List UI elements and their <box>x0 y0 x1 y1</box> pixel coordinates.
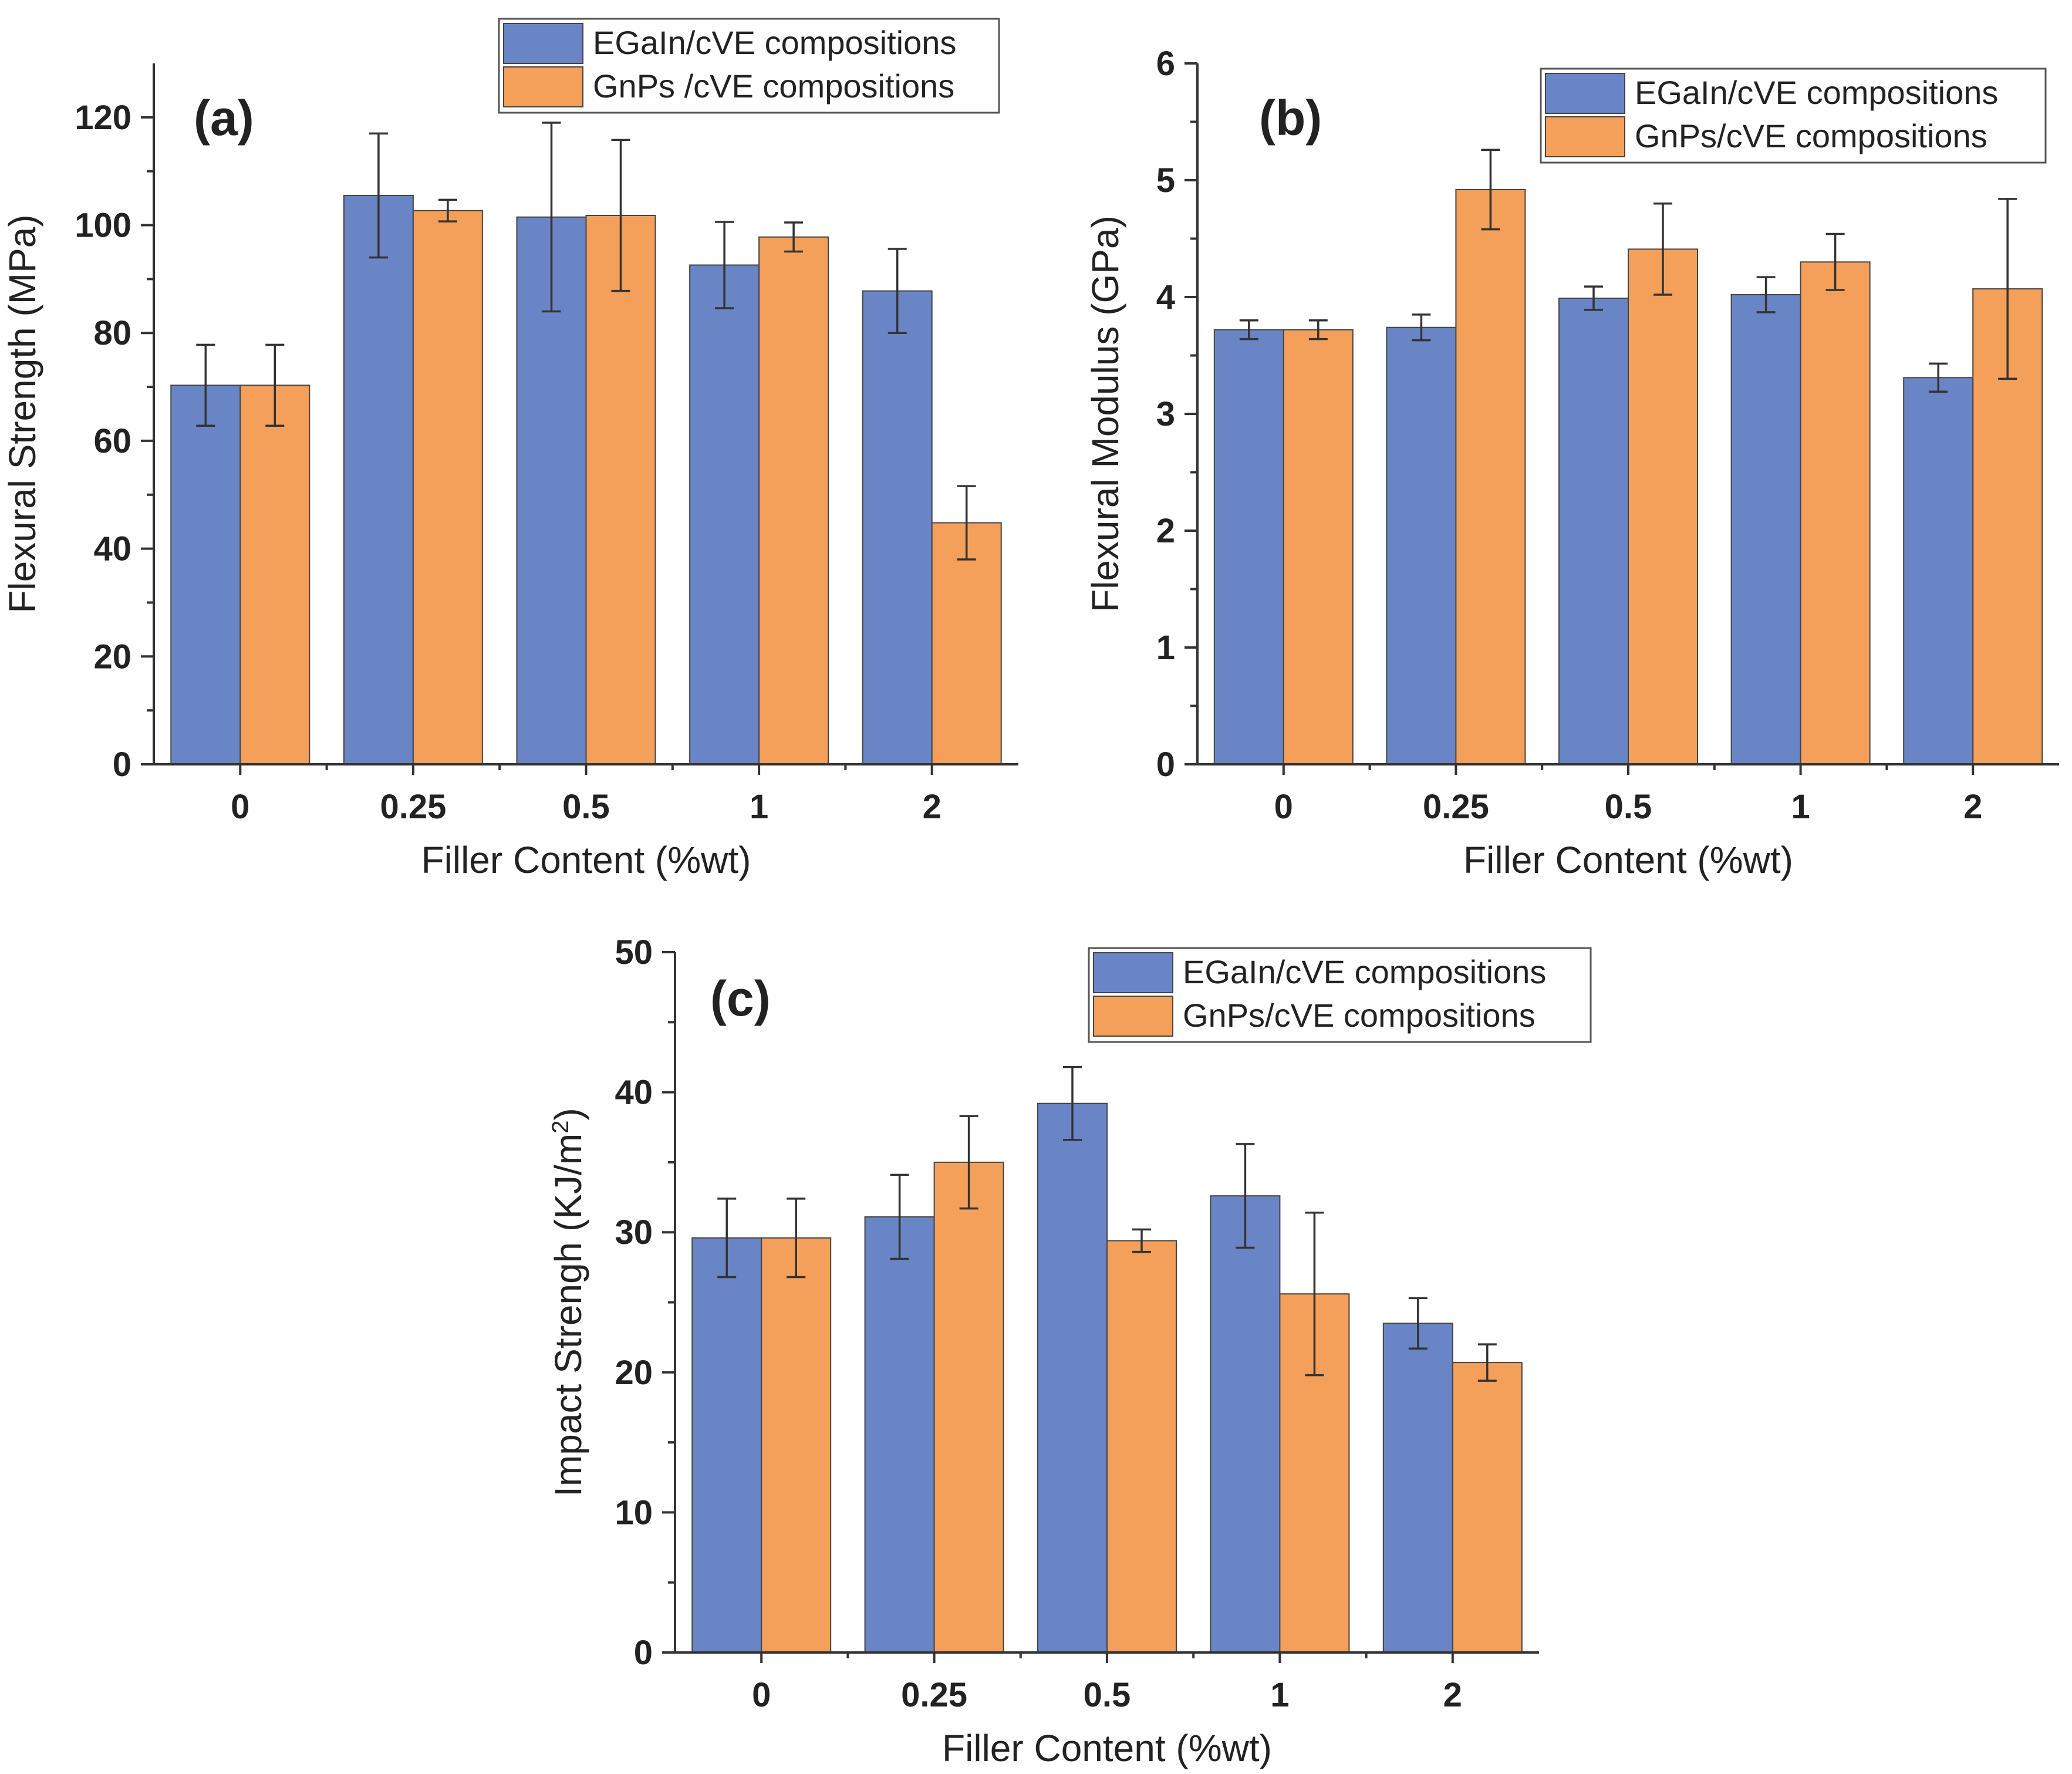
y-tick-label: 60 <box>93 422 131 460</box>
chart-panel-1: 0 20 40 60 80 100 120 0 0.25 0.5 1 2 Filler Content … <box>1 18 1018 881</box>
legend-swatch-2 <box>503 66 583 107</box>
y-tick-label: 2 <box>1156 512 1175 550</box>
legend-swatch-1 <box>503 23 583 64</box>
bar-2-1 <box>1800 261 1871 765</box>
legend-label-2: GnPs /cVE compositions <box>593 68 954 104</box>
legend-label-2: GnPs/cVE compositions <box>1183 997 1536 1034</box>
panel-label: (b) <box>1259 90 1322 146</box>
y-tick-label: 6 <box>1156 45 1175 83</box>
bar-2-0.5 <box>1106 1240 1177 1654</box>
legend-swatch-1 <box>1093 952 1173 993</box>
x-tick-label: 0 <box>752 1676 771 1714</box>
x-tick-label: 0 <box>231 788 249 826</box>
x-axis-label: Filler Content (%wt) <box>1463 839 1793 881</box>
legend: EGaIn/cVE compositions GnPs/cVE compositi… <box>1540 68 2047 164</box>
legend-swatch-2 <box>1093 996 1173 1037</box>
y-tick-label: 100 <box>75 207 131 245</box>
x-tick-label: 1 <box>1270 1676 1289 1714</box>
y-tick-label: 1 <box>1156 629 1175 667</box>
y-tick-label: 3 <box>1156 395 1175 433</box>
y-tick-label: 120 <box>75 99 131 137</box>
y-tick-label: 4 <box>1156 278 1175 316</box>
x-tick-label: 0.5 <box>562 788 610 826</box>
chart-panel-2: 0 1 2 3 4 5 6 0 0.25 0.5 1 2 Filler Content (%wt) Fle… <box>1084 45 2059 881</box>
y-tick-label: 0 <box>113 746 131 784</box>
bar-1-0 <box>691 1237 762 1653</box>
bar-1-1 <box>689 264 760 765</box>
bar-2-0 <box>239 385 311 765</box>
bar-2-0.25 <box>1455 188 1526 765</box>
bar-1-1 <box>1210 1195 1281 1653</box>
bar-1-0.5 <box>1037 1102 1108 1653</box>
y-axis-label: Flexural Modulus (GPa) <box>1084 215 1126 612</box>
y-tick-label: 40 <box>615 1074 653 1112</box>
legend-label-1: EGaIn/cVE compositions <box>593 24 956 61</box>
x-tick-label: 2 <box>1963 788 1982 826</box>
x-tick-label: 0.25 <box>1423 788 1489 826</box>
bar-2-0 <box>761 1237 832 1653</box>
bar-2-0.5 <box>1628 248 1698 765</box>
bar-1-2 <box>1382 1323 1453 1654</box>
bar-1-2 <box>1903 377 1974 765</box>
y-tick-label: 10 <box>615 1493 653 1532</box>
y-axis-label: Flexural Strength (MPa) <box>1 214 43 613</box>
x-tick-label: 0.25 <box>901 1676 967 1714</box>
bar-2-1 <box>758 236 829 765</box>
bar-1-0 <box>1213 329 1284 765</box>
bar-1-2 <box>862 290 933 765</box>
y-tick-label: 20 <box>93 638 131 676</box>
bar-1-1 <box>1730 294 1801 765</box>
y-tick-label: 50 <box>615 933 653 972</box>
x-tick-label: 1 <box>750 788 768 826</box>
legend-label-1: EGaIn/cVE compositions <box>1183 953 1546 990</box>
y-tick-label: 30 <box>615 1213 653 1252</box>
bar-2-0.25 <box>412 210 483 765</box>
x-tick-label: 0.25 <box>380 788 446 826</box>
y-tick-label: 0 <box>1156 746 1175 784</box>
bar-2-2 <box>1452 1362 1523 1653</box>
bar-2-0 <box>1283 329 1354 765</box>
bar-2-2 <box>931 522 1002 765</box>
x-tick-label: 2 <box>1443 1676 1462 1714</box>
y-tick-label: 40 <box>93 530 131 568</box>
x-tick-label: 0.5 <box>1605 788 1652 826</box>
y-tick-label: 20 <box>615 1354 653 1392</box>
legend: EGaIn/cVE compositions GnPs/cVE compositi… <box>1088 947 1592 1043</box>
panel-label: (a) <box>194 90 254 146</box>
legend: EGaIn/cVE compositions GnPs /cVE composit… <box>498 18 1000 114</box>
legend-label-2: GnPs/cVE compositions <box>1635 117 1987 154</box>
bar-2-0.25 <box>933 1161 1004 1653</box>
bar-1-0.25 <box>1386 326 1457 765</box>
x-tick-label: 0 <box>1274 788 1293 826</box>
legend-swatch-2 <box>1545 116 1625 157</box>
x-tick-label: 0.5 <box>1084 1676 1131 1714</box>
bar-1-0.5 <box>1558 297 1629 765</box>
chart-panel-3: 0 10 20 30 40 50 0 0.25 0.5 1 2 Filler Content (%wt… <box>547 933 1592 1769</box>
x-tick-label: 1 <box>1791 788 1810 826</box>
x-tick-label: 2 <box>923 788 941 826</box>
y-tick-label: 80 <box>93 314 131 352</box>
bar-1-0.25 <box>343 195 414 765</box>
bar-1-0.25 <box>864 1216 935 1654</box>
bar-1-0 <box>170 385 241 765</box>
y-axis-label: Impact Strengh (KJ/m2) <box>547 1108 589 1496</box>
x-axis-label: Filler Content (%wt) <box>942 1727 1272 1769</box>
x-axis-label: Filler Content (%wt) <box>421 839 751 881</box>
legend-swatch-1 <box>1545 73 1625 114</box>
y-tick-label: 0 <box>634 1634 653 1672</box>
bar-2-0.5 <box>585 215 656 765</box>
legend-label-1: EGaIn/cVE compositions <box>1635 74 1998 111</box>
panel-label: (c) <box>710 971 771 1026</box>
y-tick-label: 5 <box>1156 161 1175 200</box>
